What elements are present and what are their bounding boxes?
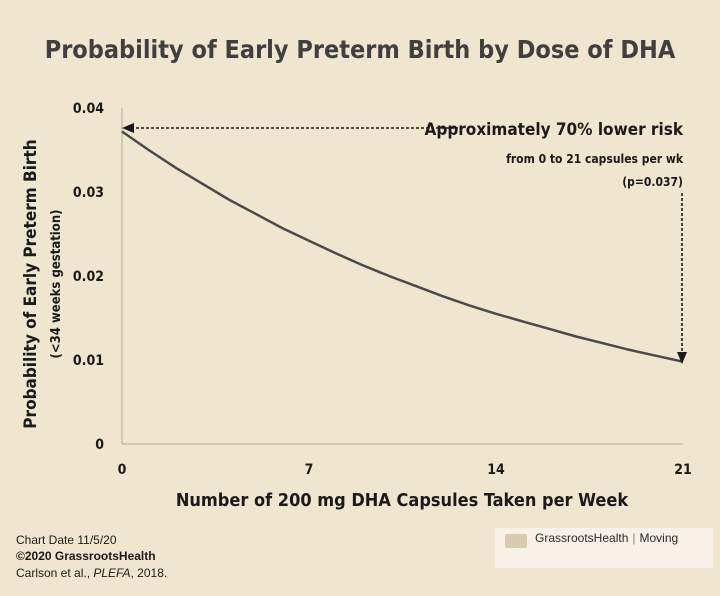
annotation-detail: from 0 to 21 capsules per wk	[506, 152, 684, 166]
logo-bar: GrassrootsHealth | Moving	[495, 528, 713, 568]
logo-separator: |	[632, 531, 636, 545]
footer-copyright: ©2020 GrassrootsHealth	[16, 549, 156, 563]
annotation-arrow-down	[677, 193, 687, 364]
series-line	[121, 130, 684, 363]
y-axis-label: Probability of Early Preterm Birth	[21, 139, 41, 428]
footer-chart-date: Chart Date 11/5/20	[16, 533, 117, 547]
citation-year: , 2018.	[130, 566, 168, 580]
logo-icon	[505, 534, 527, 548]
x-tick-label: 14	[487, 462, 505, 478]
chart-title: Probability of Early Preterm Birth by Do…	[45, 35, 676, 64]
logo-tagline: Moving	[639, 531, 679, 545]
annotation-pvalue: (p=0.037)	[622, 175, 683, 189]
x-tick-label: 7	[305, 462, 314, 478]
annotation-arrow-left	[122, 123, 458, 133]
citation-journal: PLEFA	[93, 566, 131, 580]
logo-name: GrassrootsHealth	[535, 531, 629, 545]
tick-group: 0 0.01 0.02 0.03 0.04 0 7 14 21	[73, 101, 692, 478]
y-tick-label: 0.01	[73, 353, 104, 369]
y-axis-sublabel: (<34 weeks gestation)	[49, 209, 64, 358]
logo-text: GrassrootsHealth | Moving	[535, 531, 678, 545]
y-tick-label: 0.04	[73, 101, 104, 117]
citation-authors: Carlson et al.,	[16, 566, 94, 580]
x-tick-label: 21	[674, 462, 692, 478]
y-tick-label: 0	[95, 437, 104, 453]
x-tick-label: 0	[118, 462, 127, 478]
footer-citation: Carlson et al., PLEFA, 2018.	[16, 566, 167, 580]
annotation-headline: Approximately 70% lower risk	[425, 120, 684, 140]
y-tick-label: 0.02	[73, 269, 104, 285]
y-tick-label: 0.03	[73, 185, 104, 201]
x-axis-label: Number of 200 mg DHA Capsules Taken per …	[176, 490, 630, 511]
